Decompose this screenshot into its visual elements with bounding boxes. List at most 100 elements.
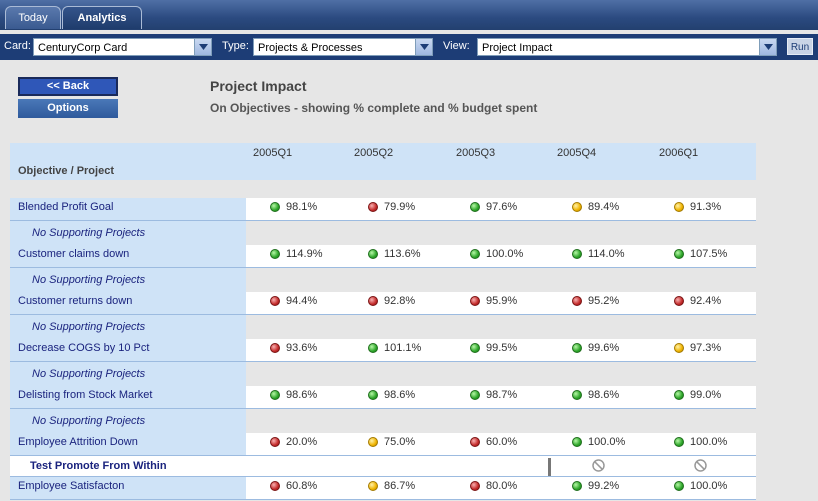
status-dot-icon — [674, 296, 684, 306]
objective-name[interactable]: Employee Attrition Down — [10, 433, 246, 455]
objective-header: Objective / Project — [18, 165, 114, 177]
value-cell: 98.6% — [270, 389, 317, 401]
value-cell: 20.0% — [270, 436, 317, 448]
objective-row[interactable]: Delisting from Stock Market 98.6% 98.6% 98.… — [10, 386, 756, 409]
status-dot-icon — [368, 390, 378, 400]
objective-values: 60.8% 86.7% 80.0% 99.2% 100.0% — [246, 477, 756, 499]
status-dot-icon — [572, 481, 582, 491]
type-select-value: Projects & Processes — [258, 42, 363, 54]
options-button[interactable]: Options — [18, 99, 118, 118]
value-text: 114.9% — [286, 248, 323, 260]
value-cell: 98.6% — [572, 389, 619, 401]
status-dot-icon — [270, 249, 280, 259]
objective-name[interactable]: Customer returns down — [10, 292, 246, 314]
no-projects-row: No Supporting Projects — [10, 268, 756, 292]
card-select-value: CenturyCorp Card — [38, 42, 128, 54]
objective-row[interactable]: Employee Satisfacton 60.8% 86.7% 80.0% 99.2%… — [10, 477, 756, 500]
value-text: 92.8% — [384, 295, 416, 307]
status-dot-icon — [470, 343, 480, 353]
status-dot-icon — [674, 437, 684, 447]
value-cell: 98.1% — [270, 201, 317, 213]
value-text: 98.6% — [286, 389, 318, 401]
no-projects-row: No Supporting Projects — [10, 221, 756, 245]
status-dot-icon — [470, 296, 480, 306]
value-text: 99.0% — [690, 389, 722, 401]
chevron-down-icon[interactable] — [194, 39, 211, 55]
card-select[interactable]: CenturyCorp Card — [33, 38, 212, 56]
value-cell: 94.4% — [270, 295, 317, 307]
tab-today[interactable]: Today — [5, 6, 61, 29]
value-cell: 99.5% — [470, 342, 517, 354]
tab-analytics[interactable]: Analytics — [62, 6, 142, 29]
objective-values: 20.0% 75.0% 60.0% 100.0% 100.0% — [246, 433, 756, 455]
objective-row[interactable]: Decrease COGS by 10 Pct 93.6% 101.1% 99.5% 9… — [10, 339, 756, 362]
status-dot-icon — [572, 437, 582, 447]
column-header: 2005Q4 — [557, 147, 597, 159]
value-text: 92.4% — [690, 295, 722, 307]
status-dot-icon — [572, 296, 582, 306]
objective-values: 98.1% 79.9% 97.6% 89.4% 91.3% — [246, 198, 756, 220]
objective-name[interactable]: Delisting from Stock Market — [10, 386, 246, 408]
value-cell: 101.1% — [368, 342, 421, 354]
status-dot-icon — [674, 343, 684, 353]
value-text: 97.6% — [486, 201, 518, 213]
no-projects-label: No Supporting Projects — [10, 315, 246, 339]
value-cell: 99.2% — [572, 480, 619, 492]
type-select[interactable]: Projects & Processes — [253, 38, 433, 56]
objective-name[interactable]: Decrease COGS by 10 Pct — [10, 339, 246, 361]
status-dot-icon — [270, 437, 280, 447]
objective-row[interactable]: Employee Attrition Down 20.0% 75.0% 60.0% 10… — [10, 433, 756, 456]
value-text: 100.0% — [588, 436, 626, 448]
status-dot-icon — [270, 343, 280, 353]
status-dot-icon — [470, 437, 480, 447]
objective-row[interactable]: Customer claims down 114.9% 113.6% 100.0% 11… — [10, 245, 756, 268]
status-dot-icon — [674, 249, 684, 259]
card-label: Card: — [4, 40, 31, 52]
objective-values: 94.4% 92.8% 95.9% 95.2% 92.4% — [246, 292, 756, 314]
value-text: 91.3% — [690, 201, 722, 213]
objective-name[interactable]: Employee Satisfacton — [10, 477, 246, 499]
value-text: 95.2% — [588, 295, 620, 307]
no-entry-icon — [694, 459, 707, 472]
value-cell: 93.6% — [270, 342, 317, 354]
objective-row[interactable]: Customer returns down 94.4% 92.8% 95.9% 95.2… — [10, 292, 756, 315]
no-projects-label: No Supporting Projects — [10, 362, 246, 386]
value-text: 20.0% — [286, 436, 318, 448]
status-dot-icon — [470, 249, 480, 259]
project-name[interactable]: Test Promote From Within — [10, 456, 246, 476]
value-cell: 100.0% — [674, 436, 727, 448]
status-dot-icon — [270, 481, 280, 491]
column-header: 2006Q1 — [659, 147, 699, 159]
objective-name[interactable]: Customer claims down — [10, 245, 246, 267]
objective-values: 93.6% 101.1% 99.5% 99.6% 97.3% — [246, 339, 756, 361]
status-dot-icon — [270, 296, 280, 306]
value-cell: 60.0% — [470, 436, 517, 448]
status-dot-icon — [470, 481, 480, 491]
project-row[interactable]: Test Promote From Within — [10, 456, 756, 477]
column-header: 2005Q2 — [354, 147, 394, 159]
no-projects-row: No Supporting Projects — [10, 315, 756, 339]
value-cell: 99.0% — [674, 389, 721, 401]
no-projects-row: No Supporting Projects — [10, 409, 756, 433]
column-header: 2005Q3 — [456, 147, 496, 159]
run-button[interactable]: Run — [787, 38, 813, 55]
chevron-down-icon[interactable] — [415, 39, 432, 55]
filter-bar: Card: CenturyCorp Card Type: Projects & … — [0, 34, 818, 60]
objective-name[interactable]: Blended Profit Goal — [10, 198, 246, 220]
value-text: 60.0% — [486, 436, 518, 448]
back-button[interactable]: << Back — [18, 77, 118, 96]
view-select[interactable]: Project Impact — [477, 38, 777, 56]
status-dot-icon — [368, 249, 378, 259]
chevron-down-icon[interactable] — [759, 39, 776, 55]
objective-row[interactable]: Blended Profit Goal 98.1% 79.9% 97.6% 89.4% 9… — [10, 198, 756, 221]
value-text: 98.7% — [486, 389, 518, 401]
value-text: 97.3% — [690, 342, 722, 354]
column-header: 2005Q1 — [253, 147, 293, 159]
table-header: 2005Q1 2005Q2 2005Q3 2005Q4 2006Q1 Objec… — [10, 143, 756, 180]
status-dot-icon — [270, 390, 280, 400]
value-text: 60.8% — [286, 480, 318, 492]
status-dot-icon — [470, 202, 480, 212]
value-text: 80.0% — [486, 480, 518, 492]
value-cell: 80.0% — [470, 480, 517, 492]
status-dot-icon — [470, 390, 480, 400]
